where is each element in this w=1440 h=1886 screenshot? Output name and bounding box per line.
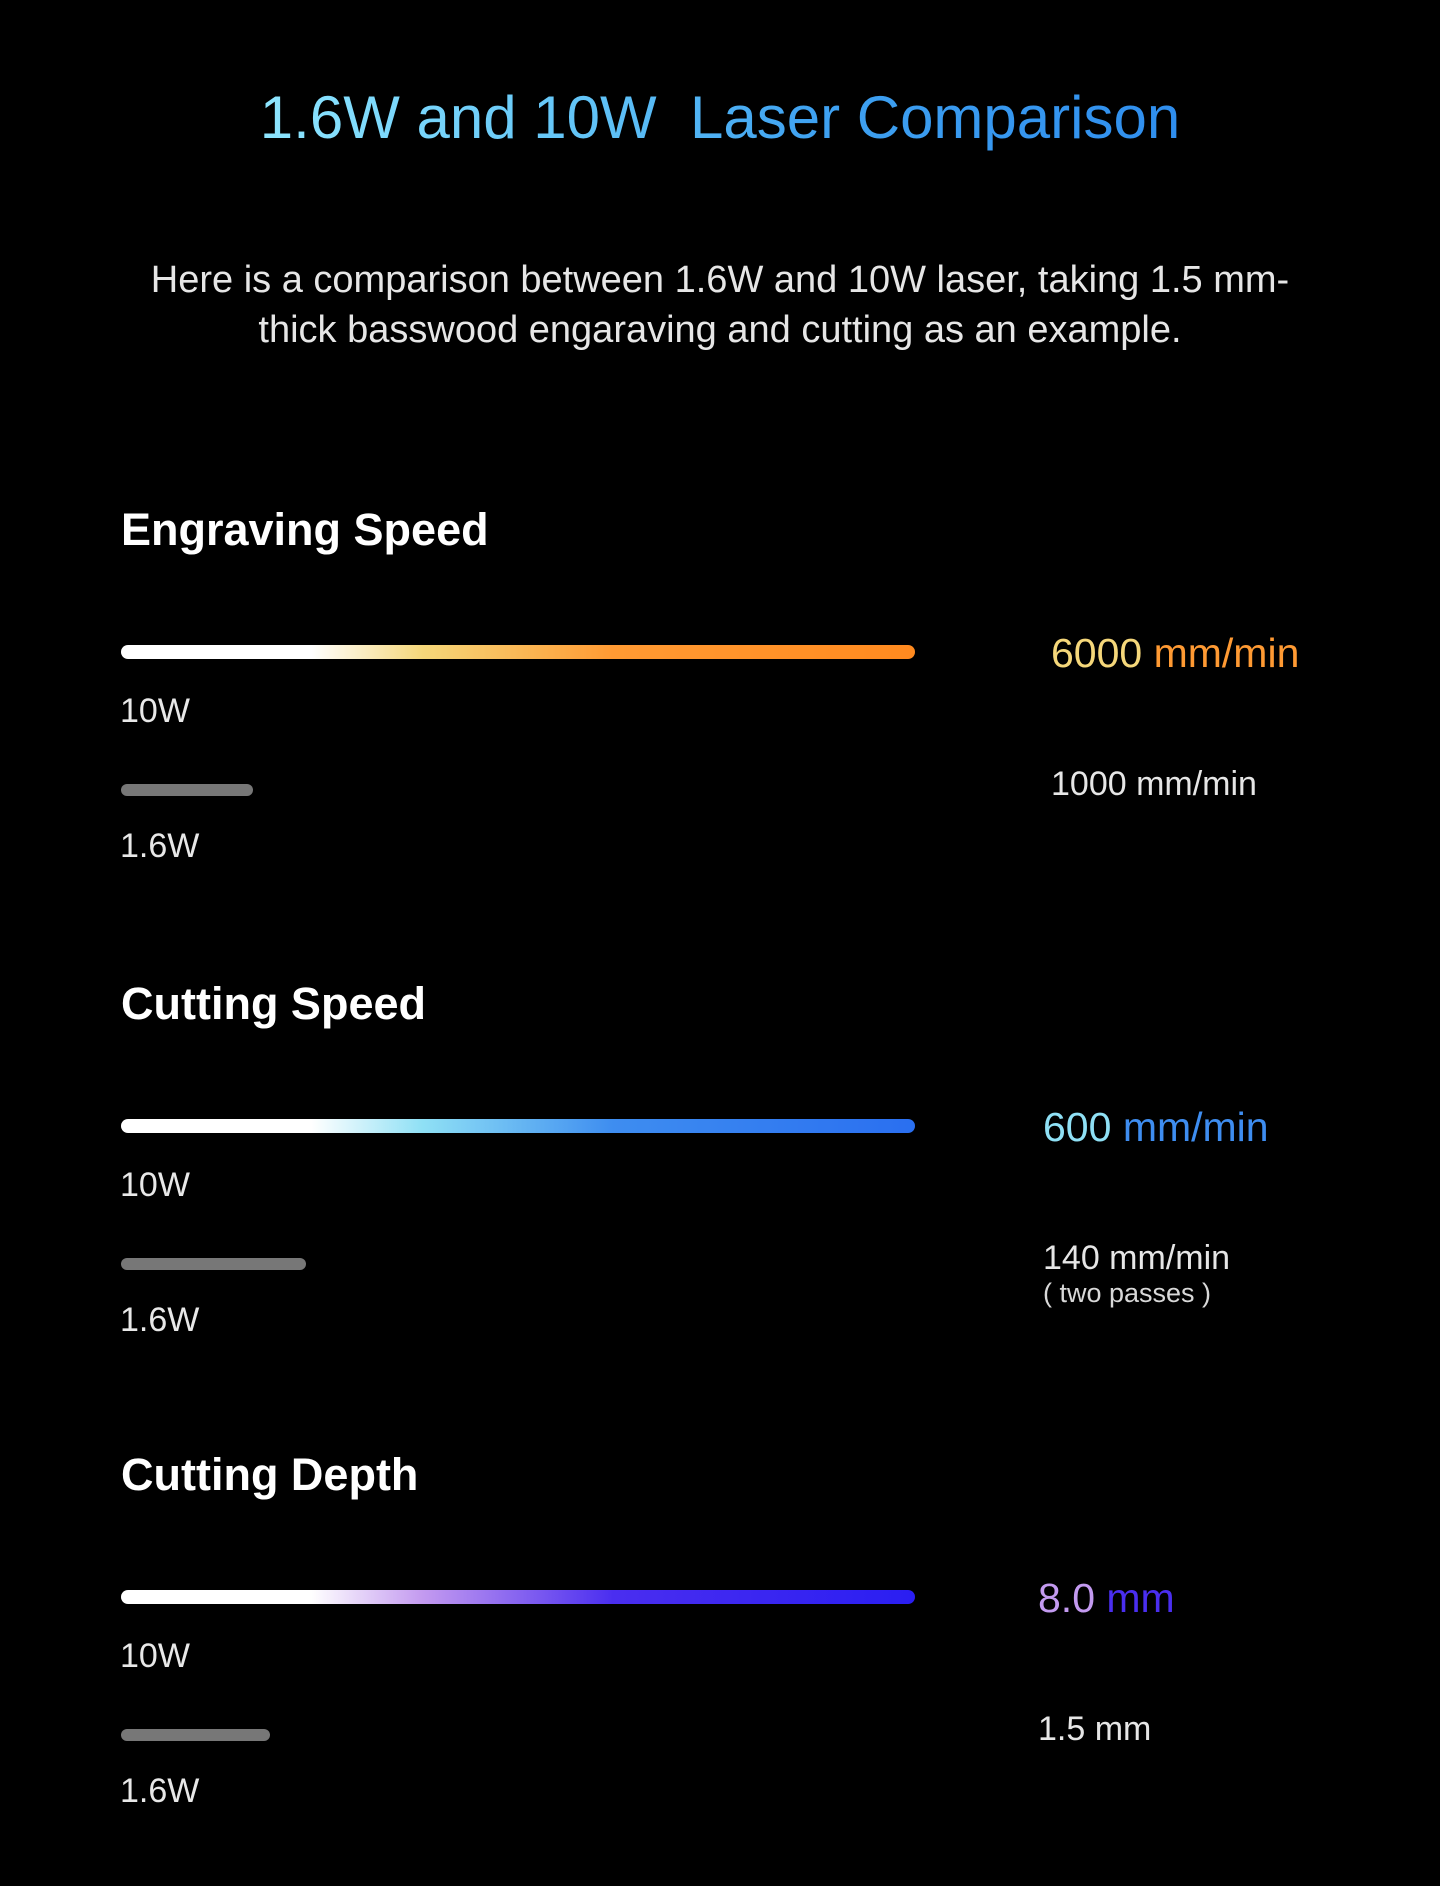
chart-title: Engraving Speed [121,504,489,555]
category-label-10w: 10W [120,1637,190,1675]
value-label-1-6w: 1000 mm/min [1051,765,1257,803]
value-number: 600 [1043,1104,1112,1150]
chart-title: Cutting Speed [121,978,426,1029]
bar-1-6w [121,784,253,796]
value-unit: mm/min [1111,1104,1269,1150]
category-label-10w: 10W [120,1166,190,1204]
value-label-1-6w: 140 mm/min [1043,1239,1231,1277]
bar-10w [121,1119,915,1133]
cutting-depth-chart: Cutting Depth 10W 1.6W 8.0 mm 1.5 mm [0,1448,1440,1868]
value-note: ( two passes ) [1043,1278,1212,1308]
value-label-10w: 600 mm/min [1043,1103,1269,1151]
value-number: 6000 [1051,630,1143,676]
value-number: 8.0 [1038,1575,1095,1621]
category-label-1-6w: 1.6W [120,827,200,865]
category-label-10w: 10W [120,692,190,730]
bar-1-6w [121,1258,306,1270]
page-subtitle: Here is a comparison between 1.6W and 10… [150,259,1290,351]
value-unit: mm [1095,1575,1175,1621]
value-unit: mm/min [1142,630,1300,676]
chart-title: Cutting Depth [121,1449,419,1500]
bar-10w [121,645,915,659]
bar-10w [121,1590,915,1604]
category-label-1-6w: 1.6W [120,1301,200,1339]
cutting-speed-chart: Cutting Speed 10W 1.6W 600 mm/min 140 mm… [0,977,1440,1397]
value-label-10w: 8.0 mm [1038,1574,1175,1622]
page-title: 1.6W and 10W Laser Comparison [259,84,1181,151]
category-label-1-6w: 1.6W [120,1772,200,1810]
value-label-1-6w: 1.5 mm [1038,1710,1152,1748]
value-label-10w: 6000 mm/min [1051,629,1299,677]
bar-1-6w [121,1729,270,1741]
engraving-speed-chart: Engraving Speed 10W 1.6W 6000 mm/min 100… [0,503,1440,923]
